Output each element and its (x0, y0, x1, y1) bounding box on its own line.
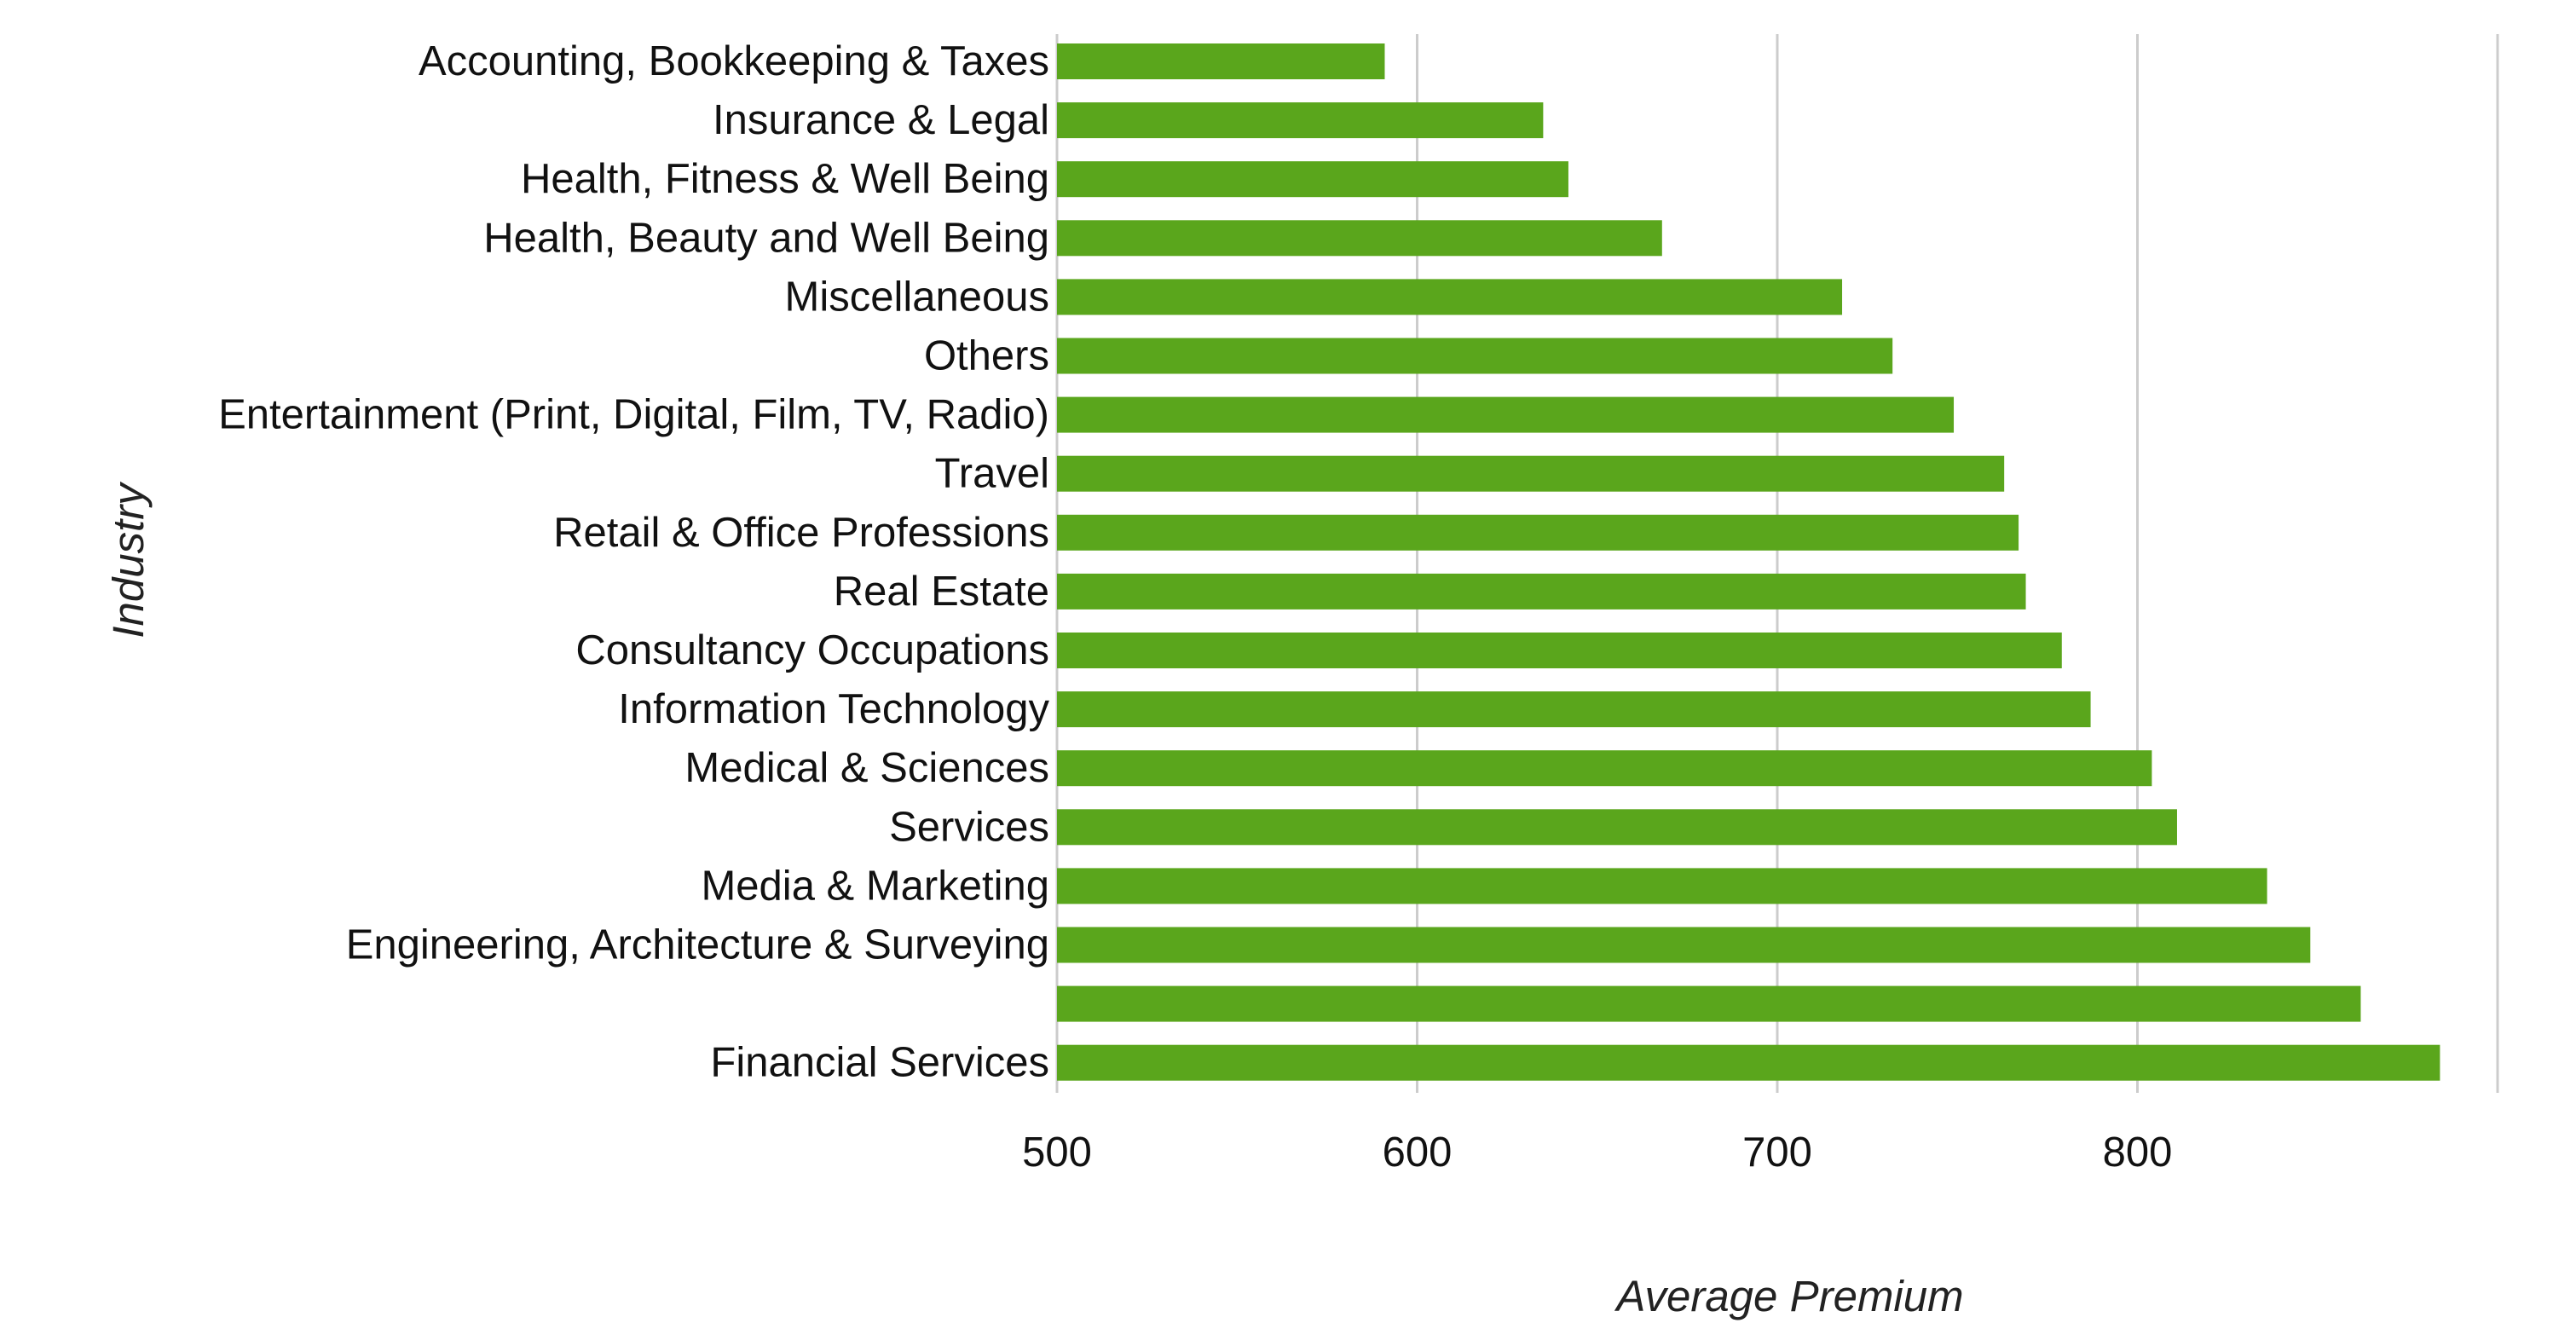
bar (1057, 985, 2361, 1022)
category-label: Miscellaneous (785, 274, 1050, 320)
x-tick-label: 600 (1383, 1129, 1453, 1176)
bar (1057, 396, 1955, 433)
bar (1057, 338, 1893, 374)
category-label: Services (889, 804, 1049, 850)
bars (1057, 43, 2440, 1081)
category-labels: Accounting, Bookkeeping & Taxes Insurance… (218, 38, 1049, 1086)
x-tick-label: 800 (2103, 1129, 2173, 1176)
bar (1057, 102, 1544, 139)
category-label: Retail & Office Professions (553, 510, 1049, 556)
bar (1057, 750, 2152, 787)
y-axis-title: Industry (104, 481, 153, 638)
category-label: Media & Marketing (701, 863, 1049, 909)
bar (1057, 161, 1568, 198)
category-label: Insurance & Legal (713, 97, 1049, 143)
category-label: Health, Fitness & Well Being (521, 156, 1049, 202)
category-label: Financial Services (710, 1040, 1049, 1086)
bar (1057, 633, 2062, 668)
x-axis-title: Average Premium (1614, 1272, 1963, 1320)
category-label: Travel (935, 451, 1049, 497)
x-tick-label: 700 (1742, 1129, 1812, 1176)
bar (1057, 1044, 2440, 1081)
x-tick-label: 500 (1022, 1129, 1092, 1176)
bar (1057, 279, 1843, 315)
bar (1057, 514, 2019, 551)
bar (1057, 455, 2005, 492)
category-label: Engineering, Architecture & Surveying (346, 922, 1049, 968)
bar (1057, 868, 2267, 904)
bar (1057, 573, 2026, 610)
bar (1057, 809, 2177, 846)
category-label: Medical & Sciences (684, 745, 1049, 791)
bar (1057, 927, 2311, 963)
category-label: Information Technology (618, 686, 1049, 732)
grid-lines (1055, 34, 2499, 1093)
x-tick-labels: 500 600 700 800 (1022, 1129, 2172, 1176)
category-label: Accounting, Bookkeeping & Taxes (419, 38, 1049, 84)
bar (1057, 43, 1385, 79)
category-label: Entertainment (Print, Digital, Film, TV,… (218, 392, 1049, 438)
category-label: Real Estate (834, 569, 1049, 615)
bar (1057, 220, 1662, 257)
category-label: Health, Beauty and Well Being (483, 215, 1049, 261)
bar (1057, 691, 2091, 728)
category-label: Others (924, 333, 1049, 379)
category-label: Consultancy Occupations (575, 627, 1049, 673)
